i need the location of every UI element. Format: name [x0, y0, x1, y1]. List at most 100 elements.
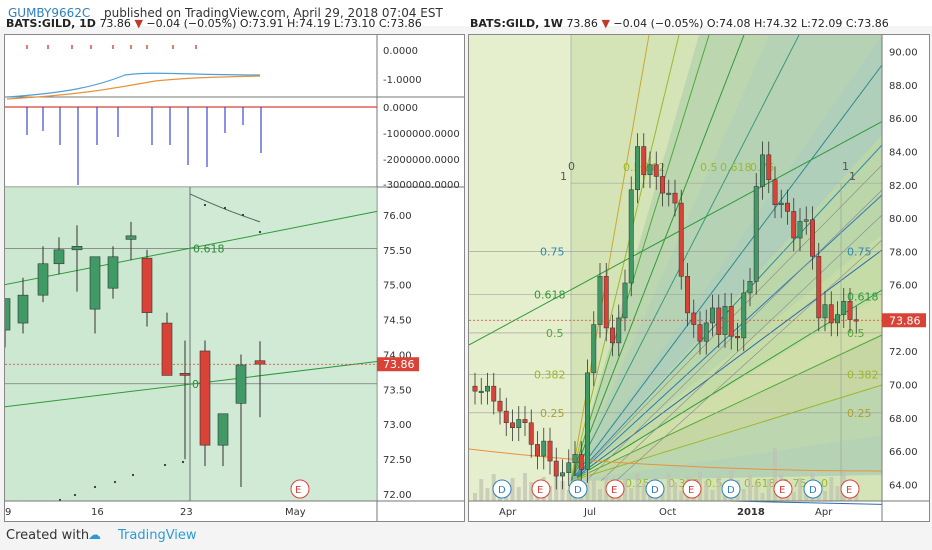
volume-bar [798, 478, 802, 501]
fib-top-label: 1 [560, 170, 567, 183]
candle-body [841, 301, 847, 315]
fib-label-left: 0.5 [546, 327, 564, 340]
down-arrow-icon: ▼ [134, 17, 143, 30]
indicator-line-orange [6, 75, 261, 100]
candle-body [522, 419, 528, 424]
candle-body [107, 256, 119, 289]
volume-bar [548, 486, 552, 501]
price-tick: 82.00 [889, 181, 918, 192]
candle-body [778, 202, 784, 206]
weekly-chart-canvas[interactable]: 0.750.6180.50.3820.250.750.6180.50.3820.… [469, 35, 929, 521]
x-tick: 9 [5, 507, 11, 518]
volume-bar [741, 489, 746, 501]
tradingview-link[interactable]: TradingView [118, 528, 197, 543]
fan-line [570, 384, 883, 482]
daily-symbol: BATS:GILD, 1D [6, 17, 96, 30]
fib-fill [5, 187, 377, 501]
x-tick: Apr [815, 507, 833, 518]
volume-bar [666, 473, 671, 501]
fib-label-left: 0.25 [540, 407, 565, 420]
candle-body [803, 219, 809, 222]
candle-body [528, 422, 534, 445]
price-tick: 84.00 [889, 148, 918, 159]
candle-body [217, 413, 229, 446]
candle-body [472, 385, 478, 392]
candle-body [497, 400, 503, 412]
candle-body [816, 256, 822, 319]
x-tick: Oct [659, 507, 676, 518]
candle-body [610, 327, 615, 344]
candle-body [547, 440, 553, 462]
sar-dot [181, 460, 185, 464]
sar-dot [258, 230, 262, 234]
candle-body [672, 192, 678, 204]
price-tick: 66.00 [889, 447, 918, 458]
candle-body [753, 186, 759, 282]
gray-fan-line [615, 239, 883, 482]
event-label: E [688, 485, 694, 496]
candle-body [628, 189, 634, 284]
weekly-chart-panel[interactable]: 0.75 0.618 0.5 0.382 0.25 0.75 0.618 0.5 0.382 0.… [468, 34, 930, 522]
event-label: D [809, 485, 817, 496]
candle-body [635, 146, 640, 191]
event-label: D [498, 485, 506, 496]
fan-wedge [571, 435, 882, 482]
trend-line [728, 500, 883, 505]
fib-label: 0.618 [193, 242, 225, 255]
event-label: D [727, 485, 735, 496]
weekly-chart-title: BATS:GILD, 1W 73.86 ▼ −0.04 (−0.05%) O:7… [470, 17, 889, 30]
volume-bar [560, 481, 565, 501]
event-label: E [537, 485, 543, 496]
event-marker [645, 479, 665, 499]
volume-bar [529, 482, 534, 501]
volume-bar [673, 482, 677, 501]
tradingview-cloud-icon: ☁ [88, 528, 101, 543]
candle-body [835, 314, 840, 324]
price-tick: 72.50 [383, 455, 412, 466]
event-label: D [574, 485, 582, 496]
price-tick: 72.00 [383, 490, 412, 501]
candle-body [691, 312, 697, 325]
fan-line [570, 334, 883, 482]
event-marker [773, 479, 793, 499]
volume-bar [835, 486, 840, 501]
fan-line [570, 194, 883, 482]
candle-body [710, 307, 715, 324]
price-tick: 88.00 [889, 81, 918, 92]
ind1-tick: 0.0000 [383, 46, 418, 57]
price-tag [377, 357, 419, 372]
candle-body [772, 179, 778, 206]
ind2-tick: -3000000.0000 [383, 180, 460, 191]
fan-line [570, 35, 745, 482]
weekly-close: C:73.86 [845, 17, 889, 30]
candle-body [591, 324, 597, 374]
volume-bar [710, 490, 715, 501]
volume-bar [623, 479, 627, 501]
daily-chart-canvas[interactable]: 0.0000 -1.0000 0.0000 -1000000.0000 -2000000… [5, 35, 464, 521]
fib-label: 0 [192, 378, 199, 391]
weekly-high: H:74.32 [754, 17, 798, 30]
candle-body [822, 304, 828, 319]
candle-body [125, 235, 137, 240]
author-link[interactable]: GUMBY9662C [8, 6, 91, 20]
price-tag-label: 73.86 [889, 314, 921, 327]
candle-body [597, 276, 603, 325]
volume-bar [516, 487, 521, 501]
sar-dot [131, 473, 135, 477]
volume-bar [566, 490, 571, 501]
candle-body [666, 192, 672, 195]
x-tick: 2018 [737, 507, 765, 518]
price-tick: 76.00 [889, 281, 918, 292]
daily-close: C:73.86 [378, 17, 422, 30]
candle-body [747, 281, 753, 294]
price-tick: 75.00 [383, 281, 412, 292]
x-tick: Jul [583, 507, 596, 518]
fib-label-right: 0.5 [847, 327, 865, 340]
volume-bar [598, 489, 602, 501]
event-marker [721, 479, 741, 499]
daily-chart-panel[interactable]: 0.0000 -1.0000 0.0000 -1000000.0000 -2000000… [4, 34, 465, 522]
event-marker [803, 479, 823, 499]
x-tick: 23 [180, 507, 193, 518]
publish-info: published on TradingView.com, April 29, … [104, 6, 443, 20]
candle-body [53, 249, 65, 265]
